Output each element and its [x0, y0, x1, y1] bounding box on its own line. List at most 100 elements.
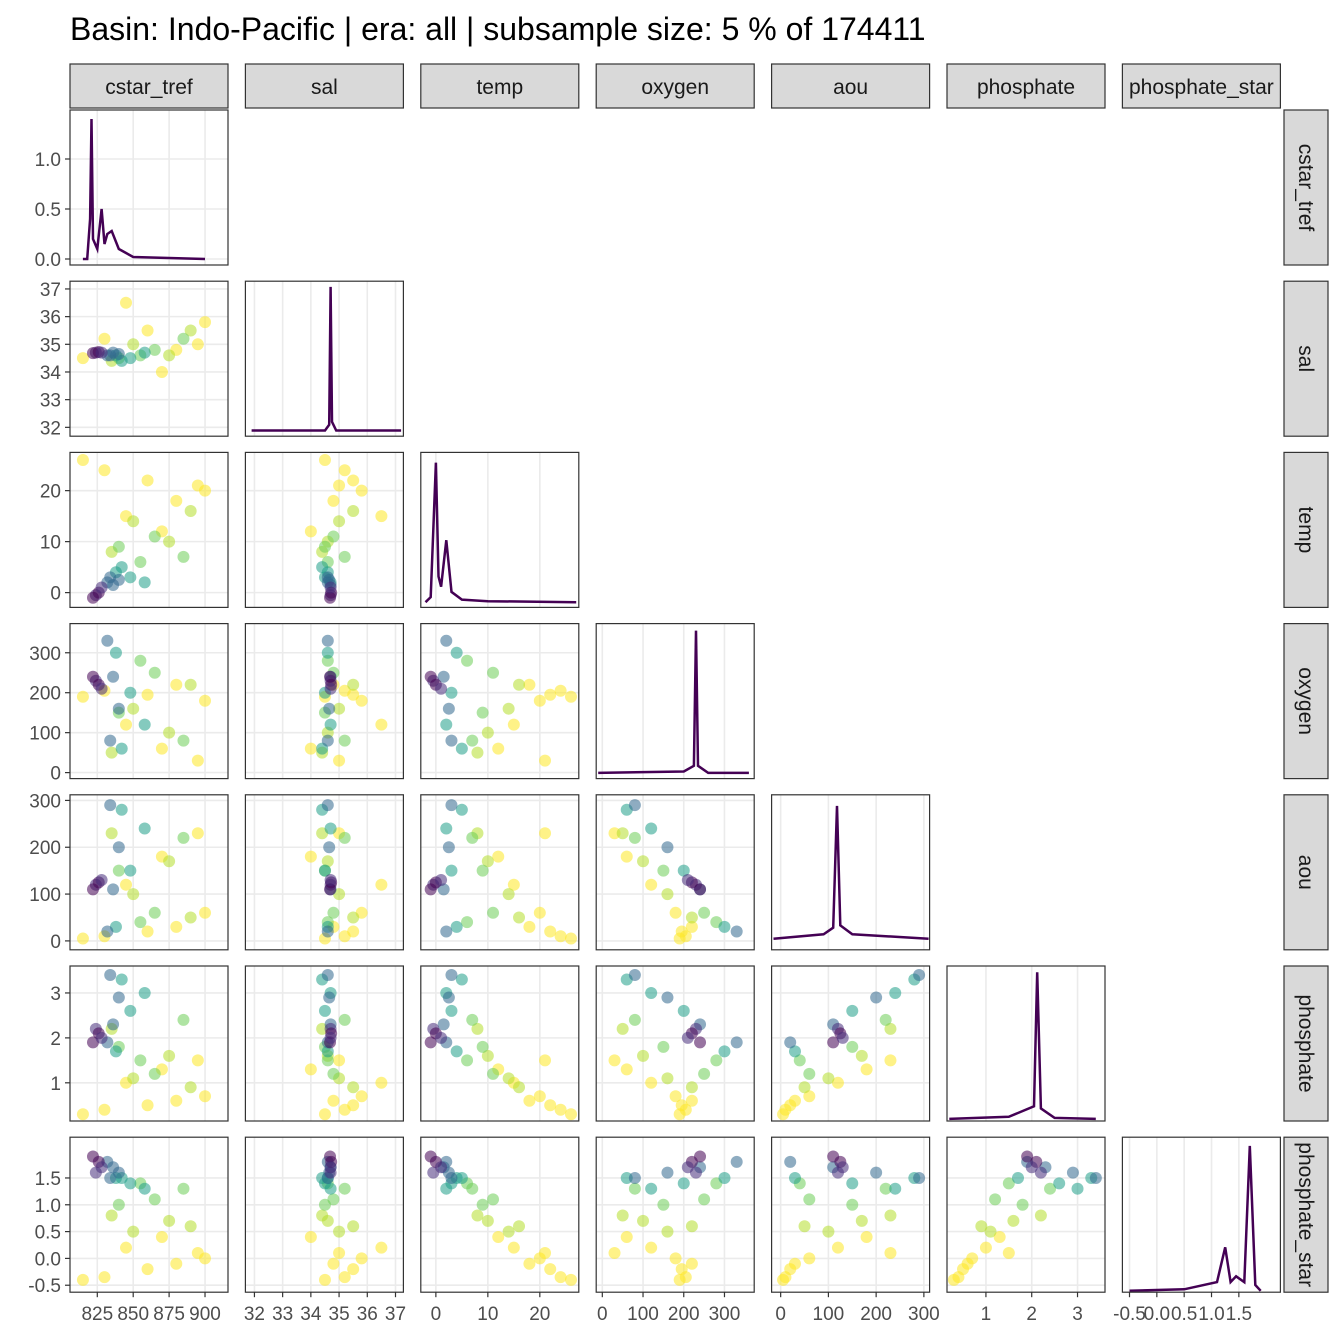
- panel-border: [69, 794, 229, 951]
- panel-border: [244, 622, 404, 780]
- strip: [770, 63, 931, 109]
- scatter-point: [170, 1094, 183, 1107]
- x-tick-label: 20: [529, 1304, 550, 1325]
- scatter-point: [476, 864, 489, 877]
- y-tick-label: 33: [40, 391, 61, 412]
- x-tick-label: 100: [627, 1304, 659, 1325]
- scatter-point: [442, 991, 455, 1004]
- density-line: [82, 118, 206, 261]
- scatter-point: [424, 1036, 437, 1049]
- scatter-point: [86, 591, 99, 604]
- scatter-point: [1021, 1150, 1034, 1163]
- scatter-point: [513, 1081, 526, 1094]
- panel-border: [595, 794, 755, 951]
- scatter-point: [685, 1220, 698, 1233]
- panel: [70, 281, 228, 437]
- scatter-point: [889, 986, 902, 999]
- scatter-point: [138, 346, 151, 359]
- scatter-point: [155, 742, 168, 755]
- scatter-point: [471, 1209, 484, 1222]
- scatter-point: [513, 678, 526, 691]
- strip-group: temp: [1294, 507, 1317, 554]
- scatter-point: [163, 726, 176, 739]
- scatter-point: [76, 1108, 89, 1121]
- scatter-point: [191, 827, 204, 840]
- scatter-point: [107, 1018, 120, 1031]
- scatter-point: [86, 347, 99, 360]
- scatter-point: [127, 1072, 140, 1085]
- scatter-point: [718, 1171, 731, 1184]
- panel-border: [946, 1136, 1106, 1293]
- scatter-point: [134, 654, 147, 667]
- scatter-point: [827, 1150, 840, 1163]
- scatter-point: [440, 634, 453, 647]
- panel-background: [420, 452, 579, 608]
- scatter-point: [677, 864, 690, 877]
- x-tick-label: 200: [860, 1304, 892, 1325]
- scatter-point: [163, 535, 176, 548]
- scatter-point: [338, 1013, 351, 1026]
- strip-group: aou: [833, 76, 868, 99]
- panel: [245, 794, 404, 950]
- scatter-point: [338, 831, 351, 844]
- y-tick-label: 0: [50, 584, 61, 605]
- scatter-point: [669, 906, 682, 919]
- strip-group: aou: [1294, 855, 1317, 890]
- scatter-point: [109, 1045, 122, 1058]
- panel-border: [595, 965, 755, 1122]
- scatter-point: [554, 684, 567, 697]
- panel: [596, 1137, 755, 1293]
- panel-border: [69, 451, 229, 608]
- scatter-point: [1002, 1177, 1015, 1190]
- scatter-point: [450, 1045, 463, 1058]
- panel-border: [69, 280, 229, 437]
- scatter-point: [455, 1171, 468, 1184]
- strip-group: phosphate: [1294, 994, 1317, 1092]
- scatter-point: [661, 888, 674, 901]
- scatter-point: [884, 1022, 897, 1035]
- scatter-point: [661, 1225, 674, 1238]
- x-tick-label: 0.0: [1144, 1304, 1170, 1325]
- scatter-point: [437, 1018, 450, 1031]
- x-tick-label: 37: [385, 1304, 406, 1325]
- scatter-point: [673, 932, 686, 945]
- scatter-point: [803, 1193, 816, 1206]
- scatter-point: [347, 1263, 360, 1276]
- scatter-point: [112, 864, 125, 877]
- strip-label: aou: [1294, 855, 1317, 890]
- scatter-point: [95, 346, 108, 359]
- scatter-point: [338, 550, 351, 563]
- panel: [947, 1137, 1105, 1293]
- scatter-point: [947, 1273, 960, 1286]
- scatter-point: [831, 1241, 844, 1254]
- chart-title: Basin: Indo-Pacific | era: all | subsamp…: [70, 11, 926, 47]
- scatter-point: [544, 1099, 557, 1112]
- y-tick-label: 10: [40, 533, 61, 554]
- scatter-point: [730, 925, 743, 938]
- strip-group: temp: [476, 76, 523, 99]
- scatter-point: [333, 515, 346, 528]
- panel: [420, 794, 579, 950]
- scatter-point: [324, 682, 337, 695]
- scatter-point: [86, 670, 99, 683]
- scatter-point: [347, 1099, 360, 1112]
- scatter-point: [177, 550, 190, 563]
- scatter-point: [657, 1040, 670, 1053]
- scatter-point: [466, 1013, 479, 1026]
- scatter-point: [323, 702, 336, 715]
- scatter-point: [112, 991, 125, 1004]
- scatter-point: [321, 571, 334, 584]
- scatter-point: [539, 827, 552, 840]
- x-tick-label: 35: [329, 1304, 350, 1325]
- scatter-point: [677, 1004, 690, 1017]
- scatter-point: [124, 686, 137, 699]
- strip-label: phosphate_star: [1129, 76, 1274, 99]
- scatter-point: [333, 1225, 346, 1238]
- strip-group: oxygen: [641, 76, 709, 99]
- scatter-point: [437, 670, 450, 683]
- scatter-point: [661, 1166, 674, 1179]
- scatter-point: [347, 1081, 360, 1094]
- scatter-point: [502, 1225, 515, 1238]
- panel-border: [244, 794, 404, 951]
- scatter-point: [645, 986, 658, 999]
